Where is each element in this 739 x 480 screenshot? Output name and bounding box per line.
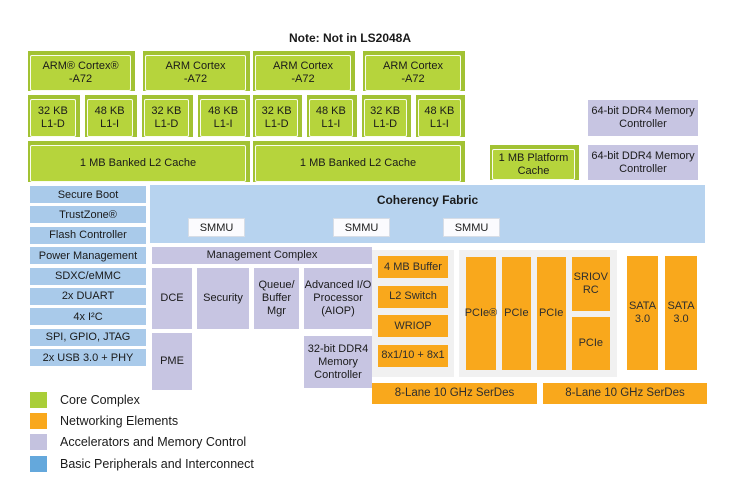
l2-cache-label: 1 MB Banked L2 Cache — [299, 157, 417, 169]
pme-block: PME — [152, 333, 192, 390]
l1-cache-block: 32 KB L1-D — [28, 95, 80, 137]
arm-core-line2: -A72 — [291, 73, 315, 85]
arm-core-line1: ARM Cortex — [165, 60, 226, 72]
l1-cache-block: 32 KB L1-D — [141, 95, 194, 137]
peripheral-trustzone: TrustZone® — [30, 206, 146, 224]
sata-block: SATA 3.0 — [665, 256, 697, 370]
l1-cache-block: 48 KB L1-I — [198, 95, 250, 137]
platform-cache-label: 1 MB Platform Cache — [498, 151, 569, 177]
peripheral-column: Secure Boot TrustZone® Flash Controller … — [30, 186, 146, 367]
l1-cache-label: 32 KB L1-D — [261, 105, 292, 130]
l1-cache-label: 48 KB L1-I — [315, 105, 346, 130]
legend-swatch-core-complex — [30, 392, 47, 409]
arm-core-block: ARM Cortex -A72 — [143, 51, 250, 91]
core-cluster-1: ARM® Cortex® -A72 ARM Cortex -A72 32 KB … — [28, 51, 250, 182]
coherency-fabric: Coherency Fabric SMMU SMMU SMMU — [150, 185, 705, 243]
l2-switch-block: L2 Switch — [378, 285, 448, 308]
ddr4-controller-block: 64-bit DDR4 Memory Controller — [588, 100, 698, 136]
coherency-fabric-title: Coherency Fabric — [376, 193, 479, 207]
note-text: Note: Not in LS2048A — [288, 31, 411, 45]
l1-cache-block: 32 KB L1-D — [253, 95, 303, 137]
l1-cache-label: 48 KB L1-I — [94, 105, 125, 130]
peripheral-power-management: Power Management — [30, 247, 146, 265]
legend-item: Basic Peripherals and Interconnect — [30, 455, 254, 472]
legend-label: Core Complex — [60, 393, 140, 408]
pcie-block: PCIe — [536, 257, 566, 370]
l1-cache-block: 32 KB L1-D — [361, 95, 411, 137]
serdes-bar: 8-Lane 10 GHz SerDes — [543, 383, 707, 404]
l1-cache-label: 48 KB L1-I — [208, 105, 239, 130]
peripheral-sdxc-emmc: SDXC/eMMC — [30, 267, 146, 285]
sriov-rc-block: SRIOV RC — [571, 257, 610, 311]
l1-cache-label: 32 KB L1-D — [37, 105, 68, 130]
legend-label: Networking Elements — [60, 414, 179, 429]
peripheral-spi-gpio-jtag: SPI, GPIO, JTAG — [30, 328, 146, 346]
l2-cache-block: 1 MB Banked L2 Cache — [253, 141, 465, 182]
arm-core-line1: ARM Cortex — [383, 60, 443, 72]
serdes-bar: 8-Lane 10 GHz SerDes — [372, 383, 537, 404]
l1-cache-label: 48 KB L1-I — [424, 105, 455, 130]
management-complex-header: Management Complex — [152, 247, 372, 264]
legend-item: Accelerators and Memory Control — [30, 434, 254, 451]
legend-label: Accelerators and Memory Control — [60, 435, 247, 450]
queue-buffer-mgr-block: Queue/ Buffer Mgr — [254, 268, 299, 329]
legend-swatch-networking — [30, 413, 47, 430]
dce-block: DCE — [152, 268, 192, 329]
legend-swatch-peripherals — [30, 455, 47, 472]
legend-item: Core Complex — [30, 392, 254, 409]
pcie-block: PCIe — [502, 257, 531, 370]
security-block: Security — [197, 268, 249, 329]
pcie-block: PCIe® — [465, 257, 497, 370]
l1-cache-block: 48 KB L1-I — [415, 95, 465, 137]
l1-cache-label: 32 KB L1-D — [151, 105, 182, 130]
peripheral-secure-boot: Secure Boot — [30, 186, 146, 203]
ethernet-lanes-block: 8x1/10 + 8x1 — [378, 344, 448, 367]
legend: Core Complex Networking Elements Acceler… — [30, 392, 254, 472]
arm-core-line1: ARM Cortex — [273, 60, 333, 72]
pcie-group: PCIe® PCIe PCIe SRIOV RC PCIe — [459, 250, 617, 377]
arm-core-line2: -A72 — [401, 73, 425, 85]
aiop-block: Advanced I/O Processor (AIOP) — [304, 268, 372, 329]
peripheral-duart: 2x DUART — [30, 287, 146, 305]
peripheral-usb3-phy: 2x USB 3.0 + PHY — [30, 349, 146, 367]
wriop-stack-group: 4 MB Buffer L2 Switch WRIOP 8x1/10 + 8x1 — [372, 250, 454, 377]
legend-label: Basic Peripherals and Interconnect — [60, 456, 254, 471]
sata-block: SATA 3.0 — [627, 256, 658, 370]
smmu-block: SMMU — [333, 218, 390, 237]
smmu-block: SMMU — [188, 218, 245, 237]
l1-cache-label: 32 KB L1-D — [370, 105, 401, 130]
l1-cache-block: 48 KB L1-I — [84, 95, 137, 137]
wriop-block: WRIOP — [378, 315, 448, 337]
arm-core-line1: ARM® Cortex® — [42, 60, 119, 72]
ddr4-controller-block: 64-bit DDR4 Memory Controller — [588, 145, 698, 180]
arm-core-block: ARM Cortex -A72 — [253, 51, 355, 91]
arm-core-block: ARM Cortex -A72 — [363, 51, 465, 91]
arm-core-line2: -A72 — [68, 73, 93, 85]
l2-cache-label: 1 MB Banked L2 Cache — [79, 157, 197, 169]
arm-core-block: ARM® Cortex® -A72 — [28, 51, 135, 91]
pcie-block: PCIe — [571, 317, 610, 370]
peripheral-flash-controller: Flash Controller — [30, 226, 146, 244]
ddr4-32bit-controller-block: 32-bit DDR4 Memory Controller — [304, 336, 372, 388]
l1-cache-block: 48 KB L1-I — [307, 95, 357, 137]
core-cluster-2: ARM Cortex -A72 ARM Cortex -A72 32 KB L1… — [253, 51, 465, 182]
l2-cache-block: 1 MB Banked L2 Cache — [28, 141, 250, 182]
buffer-block: 4 MB Buffer — [378, 256, 448, 278]
platform-cache-block: 1 MB Platform Cache — [490, 145, 579, 180]
peripheral-i2c: 4x I²C — [30, 308, 146, 326]
legend-swatch-accelerators — [30, 434, 47, 451]
arm-core-line2: -A72 — [183, 73, 208, 85]
legend-item: Networking Elements — [30, 413, 254, 430]
smmu-block: SMMU — [443, 218, 500, 237]
